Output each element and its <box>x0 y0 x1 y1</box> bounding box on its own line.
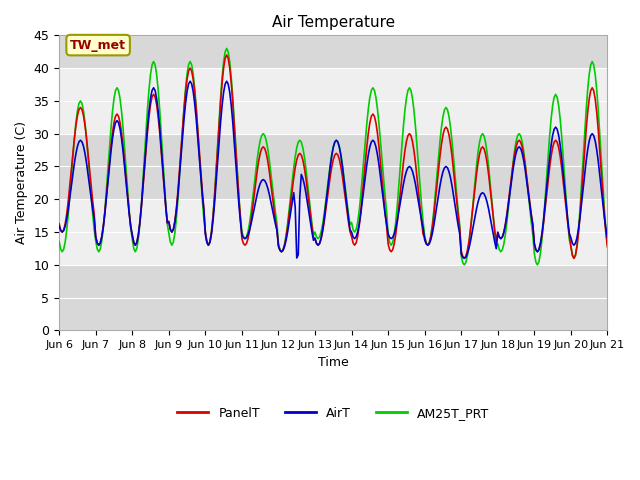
Y-axis label: Air Temperature (C): Air Temperature (C) <box>15 121 28 244</box>
Title: Air Temperature: Air Temperature <box>272 15 395 30</box>
Bar <box>59 265 607 330</box>
Bar <box>59 36 607 68</box>
Legend: PanelT, AirT, AM25T_PRT: PanelT, AirT, AM25T_PRT <box>172 402 495 425</box>
Bar <box>59 199 607 265</box>
X-axis label: Time: Time <box>318 356 349 369</box>
Bar <box>59 134 607 199</box>
Bar <box>59 68 607 134</box>
Text: TW_met: TW_met <box>70 38 126 52</box>
